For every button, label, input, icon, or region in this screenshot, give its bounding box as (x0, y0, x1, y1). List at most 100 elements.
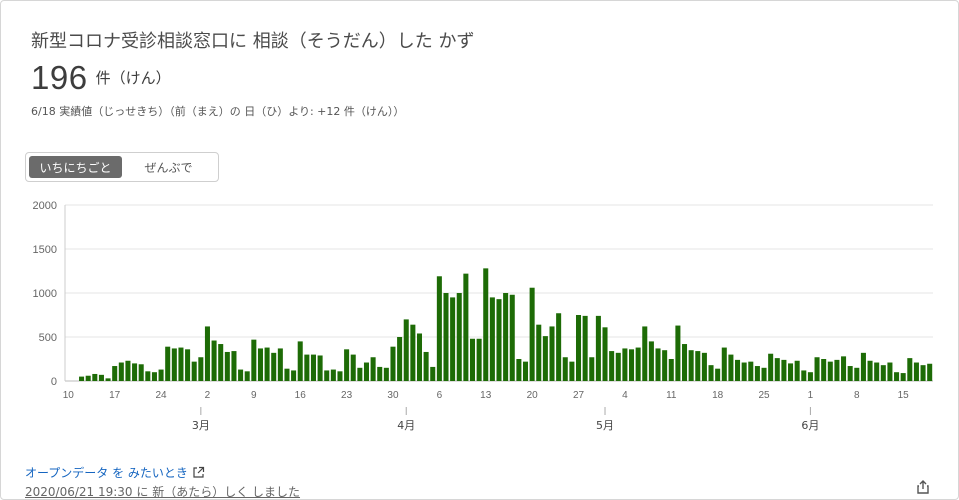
bar[interactable] (112, 366, 118, 381)
bar[interactable] (324, 370, 330, 381)
bar[interactable] (569, 361, 575, 381)
bar[interactable] (310, 354, 316, 381)
bar[interactable] (178, 347, 184, 381)
bar[interactable] (761, 367, 767, 381)
toggle-total-button[interactable]: ぜんぶで (144, 160, 193, 175)
bar[interactable] (655, 348, 661, 381)
bar[interactable] (807, 372, 813, 381)
bar[interactable] (264, 347, 270, 381)
bar[interactable] (218, 344, 224, 381)
bar[interactable] (231, 351, 237, 381)
bar[interactable] (456, 293, 462, 381)
bar[interactable] (138, 364, 144, 381)
bar[interactable] (436, 276, 442, 381)
bar[interactable] (768, 353, 774, 381)
bar[interactable] (549, 326, 555, 381)
bar[interactable] (284, 368, 290, 381)
bar[interactable] (582, 315, 588, 381)
bar[interactable] (562, 357, 568, 381)
bar[interactable] (841, 356, 847, 381)
bar[interactable] (801, 370, 807, 381)
bar[interactable] (271, 352, 277, 381)
bar[interactable] (330, 369, 336, 381)
bar[interactable] (827, 361, 833, 381)
bar[interactable] (814, 357, 820, 381)
bar[interactable] (874, 362, 880, 381)
bar[interactable] (615, 352, 621, 381)
bar[interactable] (304, 354, 310, 381)
bar[interactable] (125, 360, 131, 381)
bar[interactable] (629, 349, 635, 381)
bar[interactable] (257, 348, 263, 381)
bar[interactable] (575, 315, 582, 381)
bar[interactable] (522, 361, 529, 381)
bar[interactable] (648, 341, 654, 381)
bar[interactable] (383, 367, 389, 381)
bar[interactable] (469, 338, 476, 381)
bar[interactable] (920, 365, 926, 381)
bar[interactable] (595, 315, 601, 381)
bar[interactable] (635, 347, 641, 381)
bar[interactable] (79, 376, 85, 381)
bar[interactable] (198, 357, 204, 381)
bar[interactable] (185, 349, 191, 381)
bar[interactable] (377, 366, 383, 381)
bar[interactable] (662, 350, 668, 381)
bar[interactable] (542, 336, 548, 381)
bar[interactable] (403, 319, 409, 381)
bar[interactable] (894, 372, 900, 381)
bar[interactable] (98, 374, 104, 381)
bar[interactable] (509, 294, 515, 381)
bar[interactable] (748, 361, 754, 381)
bar[interactable] (781, 359, 787, 381)
bar[interactable] (118, 362, 124, 381)
bar[interactable] (642, 326, 648, 381)
bar[interactable] (489, 297, 495, 381)
bar[interactable] (788, 363, 794, 381)
bar[interactable] (688, 350, 694, 381)
bar[interactable] (516, 359, 522, 381)
bar[interactable] (735, 359, 741, 381)
bar[interactable] (204, 326, 210, 381)
bar[interactable] (721, 347, 727, 381)
bar[interactable] (860, 352, 866, 381)
bar[interactable] (132, 363, 138, 381)
bar[interactable] (854, 367, 860, 381)
bar[interactable] (344, 349, 350, 381)
bar[interactable] (390, 346, 396, 381)
bar[interactable] (867, 360, 873, 381)
toggle-daily-button[interactable]: いちにちごと (29, 156, 122, 178)
bar[interactable] (847, 366, 853, 381)
bar[interactable] (297, 341, 303, 381)
bar[interactable] (887, 362, 893, 381)
bar[interactable] (224, 351, 230, 381)
bar[interactable] (622, 348, 628, 381)
bar[interactable] (105, 378, 111, 381)
bar[interactable] (602, 327, 608, 381)
bar[interactable] (741, 362, 747, 381)
bar[interactable] (675, 325, 681, 381)
bar[interactable] (363, 362, 369, 381)
bar[interactable] (503, 293, 509, 381)
bar[interactable] (821, 359, 827, 381)
bar[interactable] (410, 324, 416, 381)
bar[interactable] (794, 360, 800, 381)
bar[interactable] (609, 351, 615, 381)
bar[interactable] (211, 340, 217, 381)
bar[interactable] (927, 363, 933, 381)
bar[interactable] (715, 368, 721, 381)
share-icon[interactable] (915, 479, 931, 495)
bar[interactable] (900, 373, 906, 381)
bar[interactable] (695, 351, 701, 381)
bar[interactable] (476, 338, 482, 381)
bar[interactable] (317, 355, 323, 381)
bar[interactable] (337, 371, 343, 381)
bar[interactable] (423, 351, 429, 381)
bar[interactable] (682, 344, 688, 381)
bar[interactable] (913, 362, 919, 381)
bar[interactable] (496, 299, 502, 381)
bar[interactable] (536, 324, 542, 381)
bar[interactable] (165, 346, 171, 381)
bar[interactable] (277, 348, 283, 381)
bar[interactable] (357, 367, 363, 381)
